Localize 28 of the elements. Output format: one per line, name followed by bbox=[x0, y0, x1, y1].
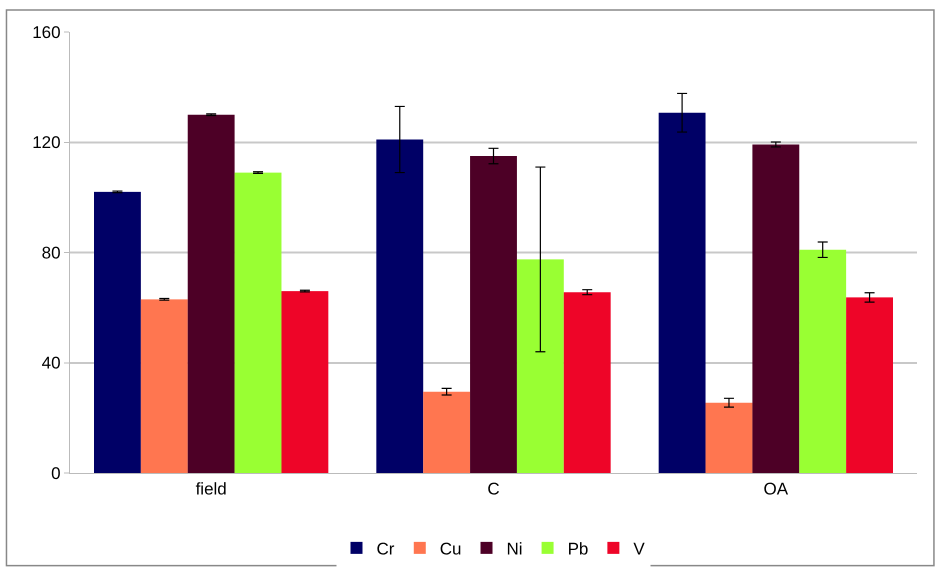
y-tick-label: 120 bbox=[32, 133, 61, 152]
y-tick-label: 40 bbox=[42, 354, 61, 373]
bar bbox=[799, 250, 846, 473]
bar bbox=[752, 144, 800, 473]
bar bbox=[376, 139, 424, 473]
bar bbox=[846, 297, 893, 473]
bar bbox=[470, 156, 517, 473]
bar bbox=[564, 292, 611, 473]
x-tick-label: field bbox=[196, 479, 227, 498]
bar bbox=[188, 114, 235, 473]
bar bbox=[94, 192, 141, 473]
x-tick-label: OA bbox=[764, 479, 789, 498]
bar bbox=[706, 402, 752, 473]
x-tick-label: C bbox=[487, 479, 500, 498]
bar bbox=[423, 392, 470, 473]
legend-label: Cr bbox=[376, 540, 395, 559]
bar bbox=[140, 299, 188, 473]
y-tick-label: 160 bbox=[32, 22, 61, 42]
legend-label: Cu bbox=[440, 540, 462, 559]
legend-label: Ni bbox=[506, 540, 523, 559]
bar bbox=[281, 291, 328, 473]
legend-label: V bbox=[633, 540, 646, 559]
y-tick-label: 0 bbox=[51, 464, 61, 483]
legend-label: Pb bbox=[568, 540, 588, 559]
bar bbox=[516, 259, 564, 473]
y-tick-label: 80 bbox=[42, 243, 61, 262]
bar bbox=[658, 112, 706, 473]
bar bbox=[234, 172, 282, 473]
